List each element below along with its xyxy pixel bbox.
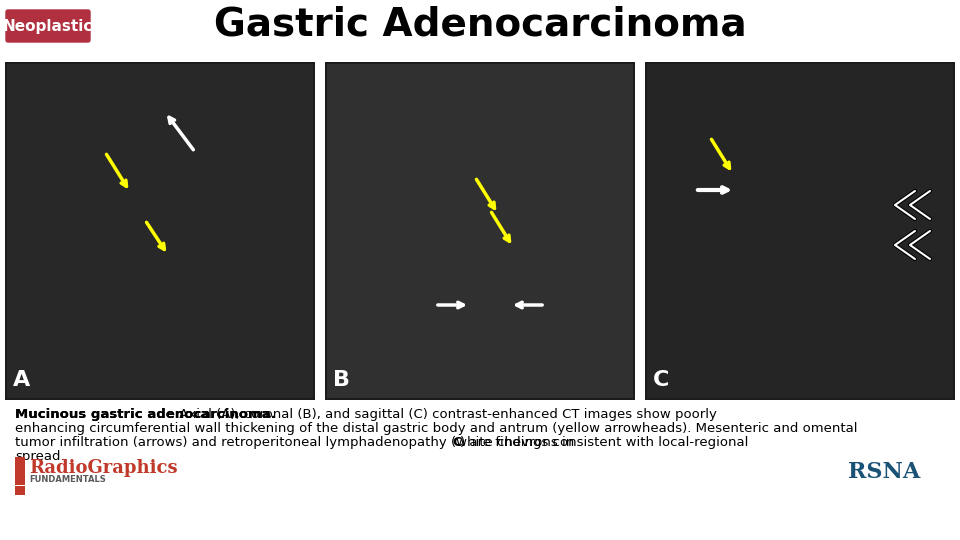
Bar (7, 64, 313, 398)
Text: Mucinous gastric adenocarcinoma.: Mucinous gastric adenocarcinoma. (15, 408, 276, 421)
Bar (647, 64, 953, 398)
Text: FUNDAMENTALS: FUNDAMENTALS (29, 475, 106, 484)
Text: RSNA: RSNA (848, 461, 920, 483)
Text: Gastric Adenocarcinoma: Gastric Adenocarcinoma (214, 5, 746, 43)
Bar (15, 457, 25, 485)
Text: ) are findings consistent with local-regional: ) are findings consistent with local-reg… (460, 436, 749, 449)
FancyBboxPatch shape (6, 10, 90, 42)
Text: tumor infiltration (arrows) and retroperitoneal lymphadenopathy (white chevrons : tumor infiltration (arrows) and retroper… (15, 436, 579, 449)
Text: B: B (333, 370, 350, 390)
Text: C: C (653, 370, 669, 390)
Text: RadioGraphics: RadioGraphics (29, 459, 178, 477)
Text: C: C (452, 436, 462, 449)
Text: Axial (A), coronal (B), and sagittal (C) contrast-enhanced CT images show poorly: Axial (A), coronal (B), and sagittal (C)… (175, 408, 717, 421)
Bar (645, 62, 955, 400)
Text: Neoplastic: Neoplastic (3, 18, 93, 33)
Bar (5, 62, 315, 400)
Bar (327, 64, 633, 398)
Text: spread.: spread. (15, 450, 64, 463)
Bar (325, 62, 635, 400)
Text: A: A (13, 370, 31, 390)
Text: enhancing circumferential wall thickening of the distal gastric body and antrum : enhancing circumferential wall thickenin… (15, 422, 857, 435)
Text: Mucinous gastric adenocarcinoma.: Mucinous gastric adenocarcinoma. (15, 408, 276, 421)
Bar (15, 486, 25, 495)
